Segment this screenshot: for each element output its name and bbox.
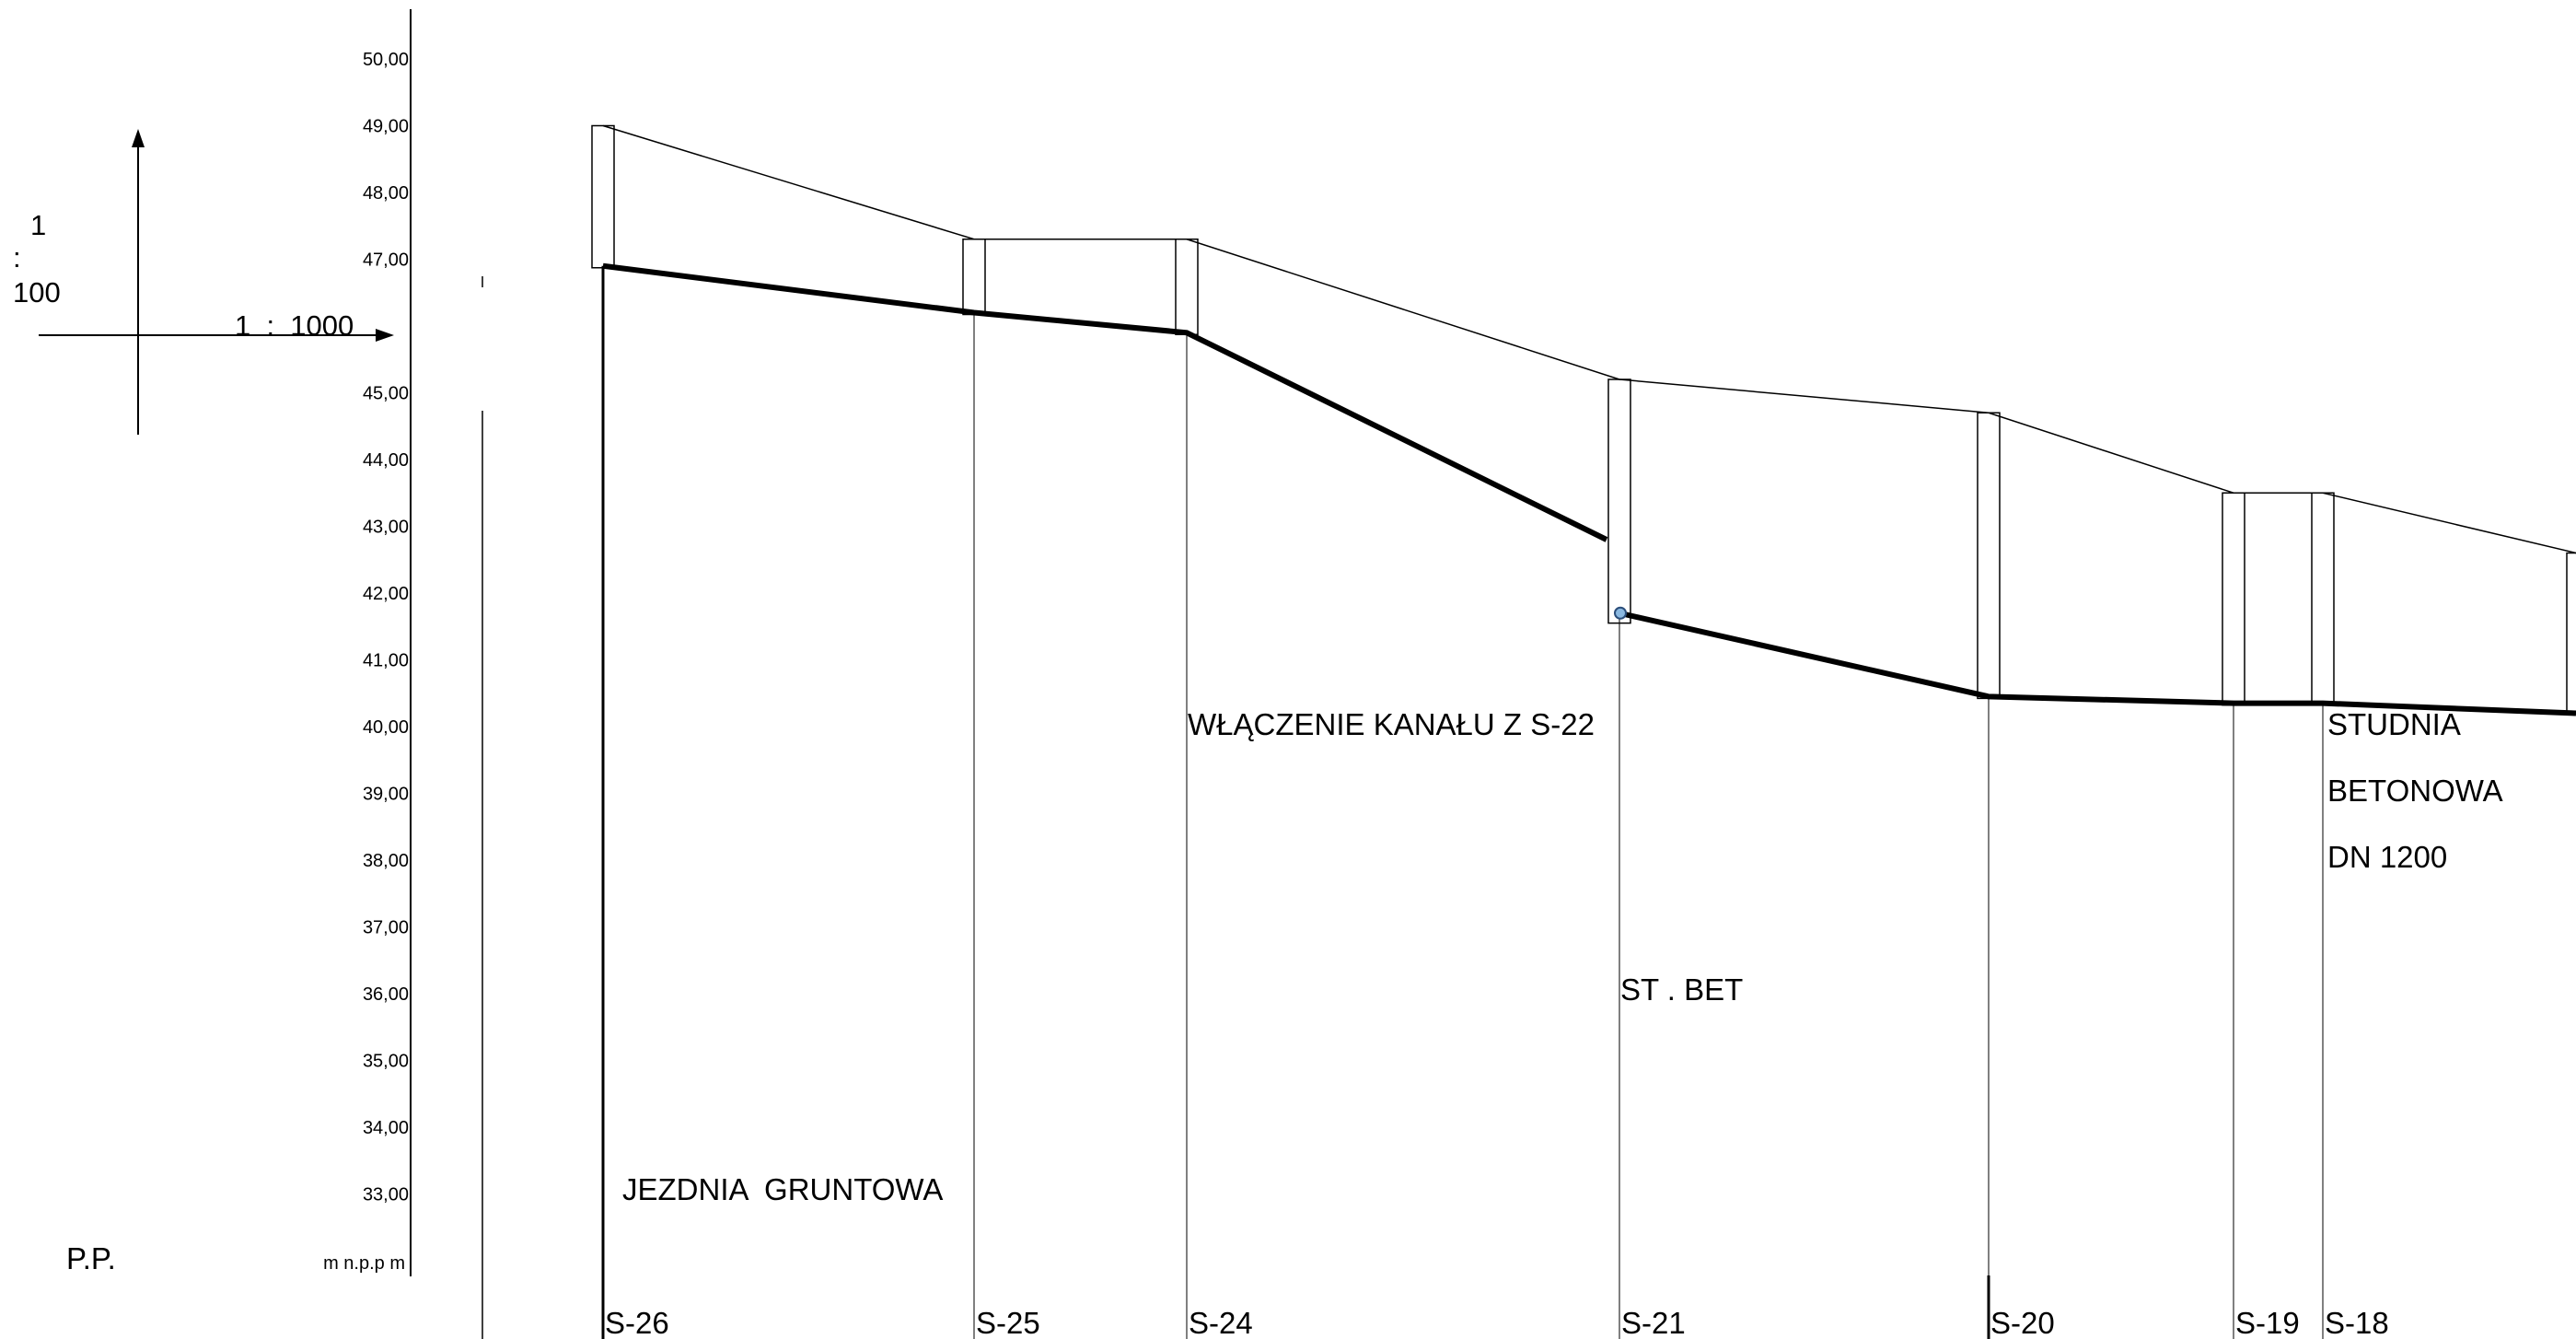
- datum-label: P.P.: [66, 1241, 116, 1275]
- elevation-tick-label: 37,00: [363, 918, 409, 938]
- station-labels: S-26 S-25 S-24 S-21 S-20 S-19 S-18: [605, 1306, 2389, 1339]
- station-label: S-24: [1189, 1306, 1253, 1339]
- studnia-label-line2: BETONOWA: [2327, 774, 2503, 808]
- road-label: JEZDNIA GRUNTOWA: [622, 1172, 943, 1206]
- elevation-tick-label: 33,00: [363, 1185, 409, 1205]
- station-lines: [601, 265, 2324, 1339]
- manhole-shaft: [2566, 552, 2576, 715]
- manhole-shaft: [2311, 492, 2335, 706]
- ground-surface-line: [602, 124, 2576, 554]
- elevation-tick-label: 48,00: [363, 183, 409, 204]
- station-label: S-21: [1621, 1306, 1686, 1339]
- inflow-node-icon: [1614, 606, 1627, 620]
- elevation-tick-label: 49,00: [363, 117, 409, 137]
- vertical-scale-separator: :: [13, 241, 21, 274]
- elevation-tick-label: 41,00: [363, 651, 409, 671]
- sewer-pipe-lower: [1619, 610, 2576, 716]
- studnia-label-line3: DN 1200: [2327, 840, 2447, 874]
- manhole-shaft: [1607, 378, 1631, 624]
- station-label: S-18: [2325, 1306, 2389, 1339]
- manhole-shaft: [1175, 239, 1199, 335]
- profile-drawing: S-26 S-25 S-24 S-21 S-20 S-19 S-18: [591, 124, 2576, 1339]
- elevation-axis: 50,00 49,00 48,00 47,00 45,00 44,00 43,00 42,00…: [66, 9, 412, 1276]
- studnia-label-line1: STUDNIA: [2327, 707, 2461, 741]
- manhole-shaft: [591, 124, 615, 269]
- well-type-label: ST . BET: [1620, 972, 1743, 1007]
- elevation-tick-label: 45,00: [363, 384, 409, 404]
- sewer-pipe-upper: [602, 262, 1608, 542]
- vertical-scale-numerator: 1: [30, 209, 46, 241]
- manhole-shaft: [2222, 492, 2245, 706]
- vertical-scale-denominator: 100: [13, 276, 61, 309]
- elevation-tick-label: 38,00: [363, 851, 409, 871]
- elevation-tick-label: 39,00: [363, 785, 409, 805]
- vertical-arrow-head-icon: [132, 129, 145, 147]
- elevation-tick-label: 47,00: [363, 250, 409, 271]
- elevation-tick-label: 35,00: [363, 1052, 409, 1072]
- axis-unit-label: m n.p.p m: [323, 1253, 405, 1274]
- manhole-shaft: [962, 239, 986, 316]
- station-label: S-20: [1990, 1306, 2055, 1339]
- scale-indicator: 1 : 100 1 : 1000: [13, 129, 394, 435]
- elevation-tick-label: 43,00: [363, 518, 409, 538]
- station-label: S-25: [976, 1306, 1040, 1339]
- elevation-tick-label: 40,00: [363, 717, 409, 738]
- station-label: S-26: [605, 1306, 669, 1339]
- elevation-tick-label: 44,00: [363, 450, 409, 471]
- inflow-label: WŁĄCZENIE KANAŁU Z S-22: [1188, 707, 1595, 741]
- elevation-tick-label: 34,00: [363, 1118, 409, 1138]
- elevation-tick-label: 50,00: [363, 50, 409, 70]
- manhole-shaft: [1977, 412, 2001, 700]
- elevation-tick-label: 42,00: [363, 584, 409, 604]
- elevation-tick-labels: 50,00 49,00 48,00 47,00 45,00 44,00 43,00 42,00…: [363, 50, 409, 1205]
- station-label: S-19: [2235, 1306, 2300, 1339]
- elevation-tick-label: 36,00: [363, 984, 409, 1005]
- horizontal-scale-label: 1 : 1000: [235, 309, 354, 342]
- horizontal-arrow-head-icon: [376, 329, 394, 342]
